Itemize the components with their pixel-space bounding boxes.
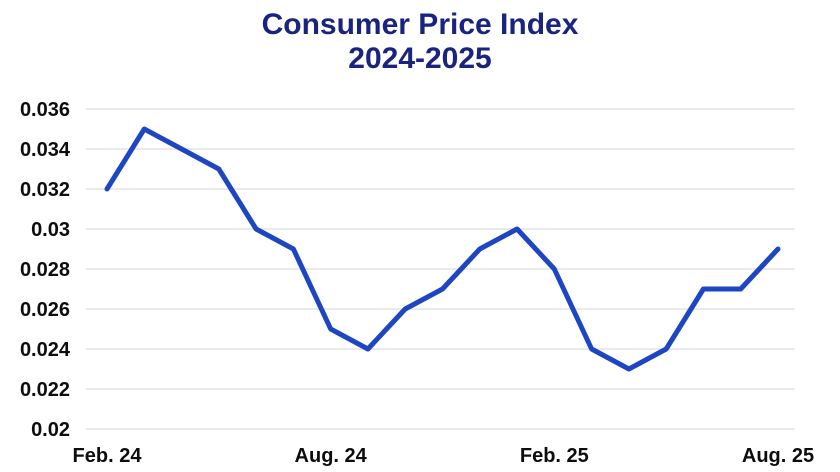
y-tick-label: 0.024 [20, 339, 71, 361]
y-tick-label: 0.032 [20, 179, 70, 201]
x-tick-label: Feb. 25 [520, 445, 589, 467]
cpi-series-line [104, 126, 781, 372]
y-tick-label: 0.028 [20, 259, 70, 281]
y-tick-label: 0.034 [20, 139, 71, 161]
chart-title: Consumer Price Index [261, 8, 579, 41]
x-tick-label: Aug. 25 [742, 445, 814, 467]
y-tick-label: 0.02 [31, 419, 70, 441]
x-tick-label: Aug. 24 [295, 445, 368, 467]
x-tick-label: Feb. 24 [73, 445, 143, 467]
y-tick-label: 0.03 [31, 219, 70, 241]
chart-title-block: Consumer Price Index 2024-2025 [0, 8, 840, 76]
chart-subtitle: 2024-2025 [348, 42, 492, 75]
y-tick-label: 0.036 [20, 99, 70, 121]
y-tick-label: 0.026 [20, 299, 70, 321]
y-tick-label: 0.022 [20, 379, 70, 401]
